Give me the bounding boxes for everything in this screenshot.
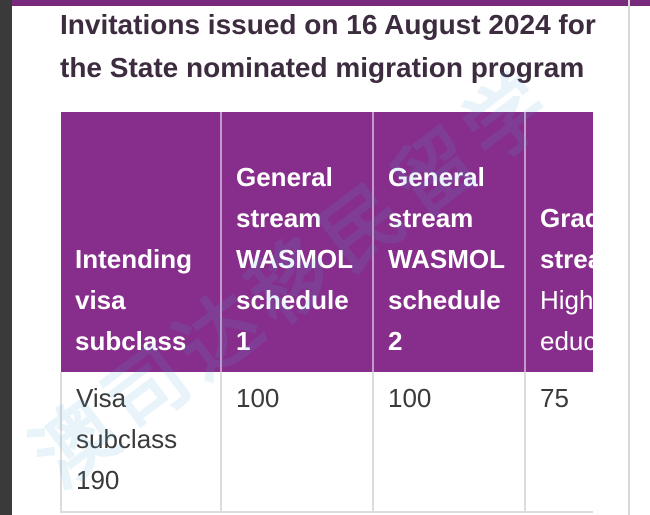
- table-row: Visa subclass 190 100 100 75: [60, 372, 593, 513]
- header-general-stream-schedule-2: General stream WASMOL schedule 2: [373, 112, 526, 372]
- header-graduate-stream: Graduate stream Higher education: [525, 112, 593, 372]
- right-border-rule: [628, 0, 630, 515]
- cell-visa-subclass: Visa subclass 190: [60, 372, 222, 513]
- page-title: Invitations issued on 16 August 2024 for…: [60, 9, 596, 83]
- top-accent-bar: [0, 0, 650, 6]
- table-header-row: Intending visa subclass General stream W…: [61, 112, 593, 372]
- cell-schedule-2-count: 100: [373, 372, 526, 513]
- left-border-rule: [0, 0, 12, 515]
- cell-graduate-count: 75: [525, 372, 593, 513]
- header-general-stream-schedule-1: General stream WASMOL schedule 1: [221, 112, 374, 372]
- header-intending-visa-subclass: Intending visa subclass: [61, 112, 222, 372]
- invitations-table: Intending visa subclass General stream W…: [60, 112, 593, 513]
- cell-schedule-1-count: 100: [221, 372, 374, 513]
- invitations-table-scroll[interactable]: Intending visa subclass General stream W…: [60, 112, 593, 515]
